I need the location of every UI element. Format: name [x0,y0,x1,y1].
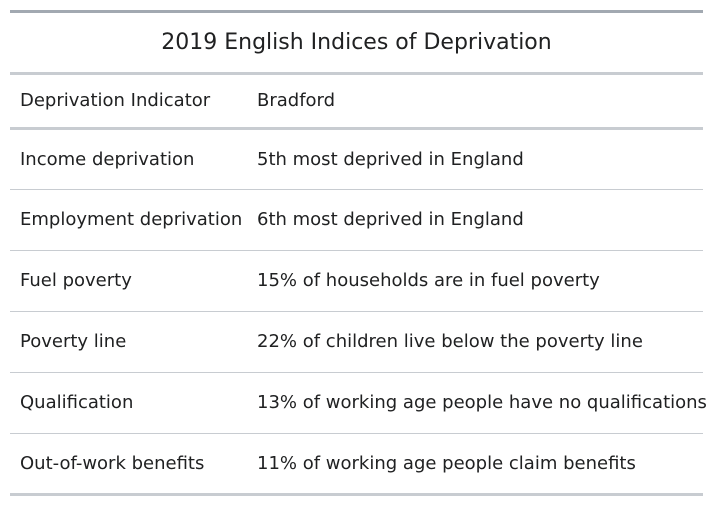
column-header-indicator: Deprivation Indicator [20,90,211,112]
deprivation-table: Deprivation Indicator Bradford Income de… [10,75,707,496]
indicator-cell: Out-of-work benefits [20,452,205,474]
table-row: Out-of-work benefits 11% of working age … [10,433,703,494]
value-cell: 13% of working age people have no qualif… [257,392,707,413]
value-cell: 22% of children live below the poverty l… [257,331,643,352]
value-cell: 5th most deprived in England [257,148,524,170]
indicator-cell: Employment deprivation [20,209,243,230]
indicator-cell: Income deprivation [20,148,195,170]
indicator-cell: Qualification [20,392,134,413]
table-row: Income deprivation 5th most deprived in … [10,128,703,189]
value-cell: 6th most deprived in England [257,209,524,230]
table-row: Employment deprivation 6th most deprived… [10,189,703,250]
value-cell: 15% of households are in fuel poverty [257,270,600,291]
table-header-row: Deprivation Indicator Bradford [10,75,703,128]
table-row: Fuel poverty 15% of households are in fu… [10,250,703,311]
deprivation-table-container: 2019 English Indices of Deprivation Depr… [10,10,707,496]
table-row: Poverty line 22% of children live below … [10,311,703,372]
table-row: Qualification 13% of working age people … [10,372,707,433]
indicator-cell: Fuel poverty [20,270,132,291]
column-header-bradford: Bradford [257,90,336,112]
table-caption: 2019 English Indices of Deprivation [10,13,703,75]
table-top-border [10,10,703,13]
indicator-cell: Poverty line [20,331,127,352]
value-cell: 11% of working age people claim benefits [257,452,636,474]
